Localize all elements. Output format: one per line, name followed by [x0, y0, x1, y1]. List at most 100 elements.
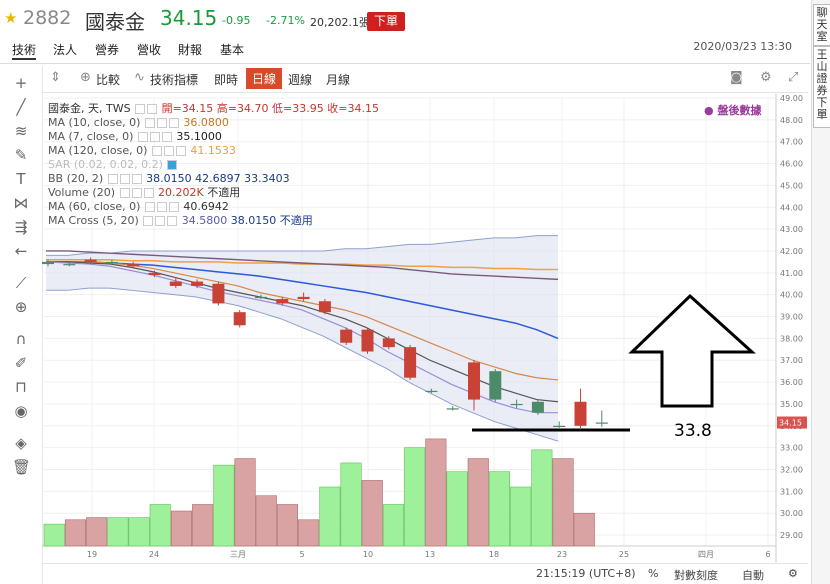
footer-settings-icon[interactable]: ⚙: [788, 567, 798, 580]
tab-technical[interactable]: 技術: [12, 41, 37, 60]
indicators-button[interactable]: 技術指標: [150, 73, 199, 87]
indicator-wave-icon[interactable]: ∿: [134, 70, 145, 85]
brush-icon[interactable]: ✎: [14, 146, 28, 164]
candlestick-chart[interactable]: 49.00 48.00 47.00 46.00 45.00 44.00 43.00 42.00…: [42, 94, 808, 564]
crosshair-icon[interactable]: +: [14, 74, 28, 92]
eye-icon[interactable]: ◉: [14, 402, 28, 420]
tab-margin[interactable]: 營券: [95, 43, 120, 57]
layers-icon[interactable]: ◈: [15, 434, 27, 452]
pattern-icon[interactable]: ⋈: [13, 194, 29, 212]
volume-bar: [128, 517, 150, 547]
tab-institutional[interactable]: 法人: [53, 43, 78, 57]
side-strip: 聊天室 王山證券下單: [811, 0, 830, 584]
y-tick-label: 33.00: [780, 444, 803, 453]
volume-bar: [361, 480, 383, 547]
stock-price: 34.15: [160, 6, 218, 30]
candle-type-icon[interactable]: ⇕: [50, 70, 61, 85]
y-tick-label: 36.00: [780, 378, 803, 387]
candle-body: [42, 261, 54, 265]
favorite-star-icon[interactable]: ★: [4, 9, 18, 27]
volume-bar: [234, 458, 256, 547]
fullscreen-icon[interactable]: ⤢: [788, 70, 799, 85]
legend-macross-v3: 不適用: [279, 214, 313, 227]
tab-revenue[interactable]: 營收: [137, 43, 162, 57]
volume-bar: [573, 512, 595, 547]
log-scale-toggle[interactable]: 對數刻度: [674, 569, 718, 582]
daily-button[interactable]: 日線: [246, 68, 283, 89]
legend-macross-v1: 34.5800: [181, 214, 228, 227]
compare-button[interactable]: 比較: [96, 73, 121, 87]
lock-drawing-icon[interactable]: ✐: [14, 354, 28, 372]
order-button[interactable]: 下單: [367, 12, 405, 31]
candle-body: [191, 281, 204, 286]
legend-ma7: MA (7, close, 0) 35.1000: [48, 130, 222, 143]
ruler-icon[interactable]: ⟋: [15, 274, 27, 292]
y-tick-label: 45.00: [780, 181, 803, 190]
text-icon[interactable]: T: [16, 170, 26, 188]
legend-volume: Volume (20) 20.202K 不適用: [48, 186, 240, 199]
candle-body: [276, 299, 289, 304]
candle-body: [297, 296, 310, 300]
zoom-in-icon[interactable]: ⊕: [14, 298, 28, 316]
x-tick-label: 25: [619, 550, 629, 559]
prediction-icon[interactable]: ⇶: [14, 218, 28, 236]
candle-body: [553, 425, 566, 428]
legend-ohlc: 國泰金, 天, TWS 開=34.15 高=34.70 低=33.95 收=34…: [48, 102, 379, 115]
fib-icon[interactable]: ≋: [14, 122, 28, 140]
legend-ma10: MA (10, close, 0) 36.0800: [48, 116, 229, 129]
annotation-value-label: 33.8: [674, 421, 712, 441]
divider: [0, 63, 810, 64]
clock-time: 21:15:19 (UTC+8): [536, 567, 636, 580]
y-tick-label: 39.00: [780, 313, 803, 322]
volume-bar: [531, 449, 553, 547]
settings-gear-icon[interactable]: ⚙: [760, 70, 772, 85]
tab-basic[interactable]: 基本: [220, 43, 245, 57]
intraday-button[interactable]: 即時: [214, 73, 239, 87]
candle-body: [212, 283, 225, 304]
legend-ma120: MA (120, close, 0) 41.1533: [48, 144, 236, 157]
back-arrow-icon[interactable]: ←: [14, 242, 28, 260]
candle-body: [233, 312, 246, 326]
y-tick-label: 40.00: [780, 291, 803, 300]
legend-bb-v1: 38.0150: [146, 172, 192, 185]
broker-order-button[interactable]: 王山證券下單: [813, 46, 830, 128]
percent-scale-toggle[interactable]: %: [648, 567, 659, 580]
camera-icon[interactable]: ◙: [730, 70, 743, 85]
volume-bar: [149, 504, 171, 547]
chart-footer: 21:15:19 (UTC+8) % 對數刻度 自動 ⚙: [42, 563, 808, 584]
legend-close: 收=34.15: [327, 102, 379, 115]
trade-volume: 20,202.1張: [310, 16, 370, 29]
monthly-button[interactable]: 月線: [326, 73, 351, 87]
legend-ma60-value: 40.6942: [183, 200, 229, 213]
legend-ma10-value: 36.0800: [183, 116, 229, 129]
magnet-icon[interactable]: ∩: [15, 330, 27, 348]
bb-upper-line: [46, 235, 558, 256]
quote-header: ★ 2882 國泰金 34.15 -0.95 -2.71% 20,202.1張 …: [0, 0, 810, 40]
price-chart-area[interactable]: 49.00 48.00 47.00 46.00 45.00 44.00 43.00 42.00…: [42, 94, 808, 564]
legend-macross-v2: 38.0150: [230, 214, 277, 227]
legend-ma7-label: MA (7, close, 0): [48, 130, 134, 143]
volume-bar: [86, 517, 108, 547]
candle-body: [468, 362, 480, 400]
legend-ma10-label: MA (10, close, 0): [48, 116, 141, 129]
chat-room-button[interactable]: 聊天室: [813, 4, 830, 46]
weekly-button[interactable]: 週線: [288, 73, 313, 87]
x-tick-label: 四月: [698, 550, 714, 559]
candle-body: [404, 347, 417, 378]
volume-bar: [319, 486, 341, 547]
compare-add-icon[interactable]: ⊕: [80, 70, 91, 85]
volume-bar: [425, 438, 447, 547]
volume-bar: [510, 486, 532, 547]
legend-ma120-value: 41.1533: [190, 144, 236, 157]
tab-financials[interactable]: 財報: [178, 43, 203, 57]
unlock-icon[interactable]: ⊓: [15, 378, 27, 396]
last-price-label: 34.15: [779, 419, 802, 428]
last-price-box: [777, 416, 807, 429]
stock-code: 2882: [23, 7, 72, 29]
trend-line-icon[interactable]: ╱: [16, 98, 26, 116]
volume-bar: [467, 458, 489, 547]
legend-vol-v1: 20.202K: [158, 186, 204, 199]
x-tick-label: 10: [363, 550, 373, 559]
trash-icon[interactable]: 🗑: [12, 458, 32, 476]
auto-scale-toggle[interactable]: 自動: [742, 569, 764, 582]
